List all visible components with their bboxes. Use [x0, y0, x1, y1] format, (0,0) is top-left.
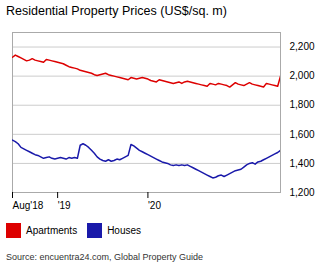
html-text:Residential Property Prices (U: Residential Property Prices (US$/sq. m) — [6, 4, 227, 18]
svg-text:'19: '19 — [58, 200, 71, 211]
svg-text:'20: '20 — [148, 200, 161, 211]
svg-text:2,200: 2,200 — [290, 41, 315, 52]
svg-text:Aug'18: Aug'18 — [13, 200, 44, 211]
html-text:Source: encuentra24.com, Globa: Source: encuentra24.com, Global Property… — [6, 252, 204, 262]
svg-text:1,200: 1,200 — [290, 187, 315, 198]
svg-text:1,400: 1,400 — [290, 158, 315, 169]
svg-text:1,800: 1,800 — [290, 99, 315, 110]
svg-text:1,600: 1,600 — [290, 129, 315, 140]
svg-text:2,000: 2,000 — [290, 70, 315, 81]
html-text:Apartments: Apartments — [26, 225, 78, 236]
html-text:Houses: Houses — [107, 225, 141, 236]
